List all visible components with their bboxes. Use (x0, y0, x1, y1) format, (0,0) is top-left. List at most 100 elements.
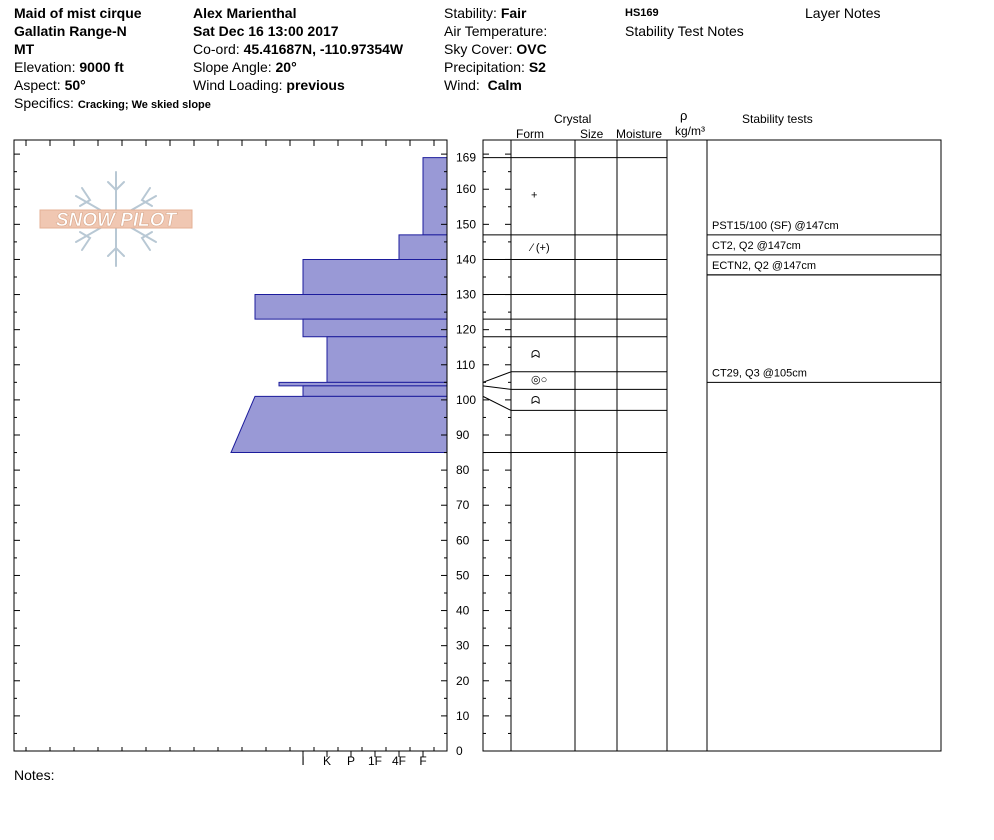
height-label-100: 100 (456, 393, 476, 407)
height-label-90: 90 (456, 428, 470, 442)
stability-label: Stability: (444, 5, 497, 21)
height-label-140: 140 (456, 252, 476, 266)
hardness-label-5: 4F (392, 754, 406, 768)
stability-test-3: ECTN2, Q2 @147cm (712, 260, 816, 272)
hardness-label-4: 1F (368, 754, 382, 768)
layer-connector-9 (482, 395, 512, 411)
wind-loading-value: previous (286, 77, 345, 93)
layer-connector-7 (482, 371, 512, 383)
precip-value: S2 (528, 59, 546, 75)
specifics-value: Cracking; We skied slope (77, 99, 211, 111)
hardness-layer-9 (230, 395, 448, 454)
hardness-layer-2 (398, 234, 448, 260)
wind-loading-row: Wind Loading: previous (193, 76, 345, 94)
hs-value: HS169 (625, 7, 659, 19)
grain-form-symbols: + ⁄ (+) ᗣ ◎○ ᗣ (528, 189, 550, 406)
height-label-169: 169 (456, 151, 476, 165)
chart-frames (13, 139, 942, 752)
height-axis: 0 10 20 30 40 50 60 70 80 90 100 110 120 130 140 150 160… (14, 151, 511, 758)
stability-row: Stability: Fair (444, 4, 527, 22)
height-label-40: 40 (456, 604, 470, 618)
sky-label: Sky Cover: (444, 41, 513, 57)
density-symbol: ρ (680, 108, 688, 123)
elevation-value: 9000 ft (79, 59, 124, 75)
hardness-layer-8 (302, 385, 448, 397)
coord-value: 45.41687N, -110.97354W (243, 41, 404, 57)
hardness-label-2: K (323, 754, 331, 768)
sky-value: OVC (516, 41, 547, 57)
size-header: Size (580, 127, 604, 141)
location-name: Maid of mist cirque (14, 5, 142, 21)
height-label-80: 80 (456, 463, 470, 477)
sky-row: Sky Cover: OVC (444, 40, 547, 58)
coord-label: Co-ord: (193, 41, 240, 57)
hardness-layer-6 (326, 336, 448, 383)
notes-label: Notes: (14, 767, 55, 783)
wind-label: Wind: (444, 77, 480, 93)
snowpilot-logo: SNOW PILOT (39, 171, 193, 267)
moisture-header: Moisture (616, 127, 663, 141)
aspect-label: Aspect: (14, 77, 61, 93)
elevation-row: Elevation: 9000 ft (14, 58, 124, 76)
wind-loading-label: Wind Loading: (193, 77, 283, 93)
hardness-frame (13, 139, 448, 752)
hardness-label-1: I (301, 754, 304, 768)
height-label-110: 110 (456, 358, 475, 372)
density-unit: kg/m³ (675, 124, 705, 138)
wind-value: Calm (487, 77, 522, 93)
height-label-30: 30 (456, 639, 470, 653)
stability-value: Fair (500, 5, 527, 21)
stability-test-4: CT29, Q3 @105cm (712, 367, 807, 379)
crystal-header: Crystal (554, 112, 592, 126)
slope-label: Slope Angle: (193, 59, 272, 75)
height-label-70: 70 (456, 498, 470, 512)
height-label-0: 0 (456, 744, 463, 758)
form-header: Form (516, 127, 544, 141)
grain-form-1: + (531, 189, 537, 201)
aspect-row: Aspect: 50° (14, 76, 86, 94)
wind-row: Wind: Calm (444, 76, 522, 94)
hardness-layer-5 (302, 318, 448, 338)
coord-row: Co-ord: 45.41687N, -110.97354W (193, 40, 403, 58)
observer-name: Alex Marienthal (193, 5, 297, 21)
logo-text: SNOW PILOT (56, 210, 178, 231)
hardness-layer-1 (422, 157, 448, 236)
slope-value: 20° (275, 59, 297, 75)
height-label-50: 50 (456, 568, 470, 582)
hardness-layer-7 (278, 381, 448, 387)
grain-form-2: ⁄ (+) (528, 242, 550, 254)
hardness-label-3: P (347, 754, 355, 768)
hardness-profile (230, 157, 448, 454)
slope-row: Slope Angle: 20° (193, 58, 297, 76)
height-label-150: 150 (456, 217, 476, 231)
precip-row: Precipitation: S2 (444, 58, 546, 76)
hardness-label-6: F (419, 754, 426, 768)
height-label-160: 160 (456, 182, 476, 196)
height-label-10: 10 (456, 709, 470, 723)
layer-connector-8 (482, 385, 512, 390)
specifics-label: Specifics: (14, 95, 74, 111)
hardness-layer-4 (254, 294, 448, 320)
aspect-value: 50° (64, 77, 86, 93)
air-temp-label: Air Temperature: (444, 23, 548, 39)
observation-datetime: Sat Dec 16 13:00 2017 (193, 23, 339, 39)
specifics-row: Specifics: Cracking; We skied slope (14, 94, 211, 114)
grain-form-5: ᗣ (531, 395, 540, 407)
state-name: MT (14, 41, 35, 57)
elevation-label: Elevation: (14, 59, 76, 75)
range-name: Gallatin Range-N (14, 23, 127, 39)
grain-form-3: ᗣ (531, 349, 540, 361)
stability-test-1: PST15/100 (SF) @147cm (712, 220, 839, 232)
layer-boundaries (482, 157, 667, 454)
height-label-60: 60 (456, 533, 470, 547)
height-label-120: 120 (456, 323, 476, 337)
height-label-130: 130 (456, 288, 476, 302)
hardness-axis: I K P 1F 4F F (25, 140, 435, 768)
layers-frame (482, 139, 942, 752)
stability-test-entries: PST15/100 (SF) @147cm CT2, Q2 @147cm ECTN2… (707, 220, 941, 383)
stability-tests-header: Stability tests (742, 112, 813, 126)
layer-notes-label: Layer Notes (805, 5, 881, 21)
stability-test-notes-label: Stability Test Notes (625, 23, 744, 39)
precip-label: Precipitation: (444, 59, 525, 75)
